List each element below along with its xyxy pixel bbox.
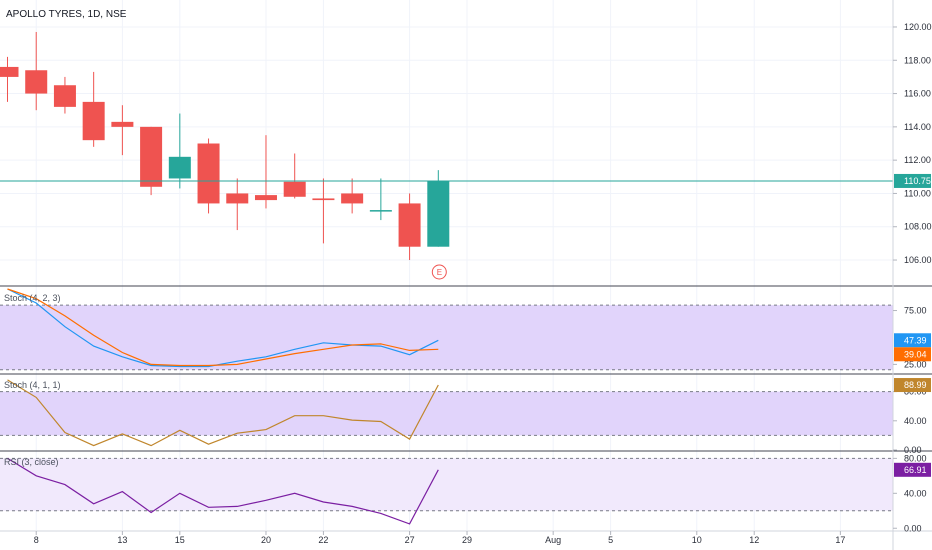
series-layer[interactable]: E — [0, 31, 893, 525]
x-tick-label: 22 — [318, 535, 328, 545]
x-tick-label: 12 — [749, 535, 759, 545]
candle-body-down[interactable] — [140, 126, 163, 187]
candle-body-down[interactable] — [53, 85, 76, 107]
x-tick-label: 13 — [117, 535, 127, 545]
indicator-band — [0, 391, 893, 436]
y-tick-label: 80.00 — [904, 453, 927, 463]
candle-body-down[interactable] — [398, 203, 421, 247]
indicator-line[interactable] — [7, 288, 439, 367]
candle-body-down[interactable] — [0, 66, 19, 77]
y-tick-label: 0.00 — [904, 445, 922, 455]
indicator-value-badge — [894, 378, 931, 393]
y-tick-label: 114.00 — [904, 122, 931, 132]
candle-body-down[interactable] — [341, 193, 364, 204]
candle-body-down[interactable] — [312, 198, 335, 201]
x-tick-label: 5 — [608, 535, 613, 545]
y-tick-label: 108.00 — [904, 222, 932, 232]
indicator-value-label: 88.99 — [904, 380, 927, 390]
earnings-marker-label: E — [437, 268, 442, 277]
x-tick-label: 17 — [835, 535, 845, 545]
y-tick-label: 106.00 — [904, 255, 932, 265]
y-tick-label: 120.00 — [904, 22, 932, 32]
y-tick-label: 40.00 — [904, 488, 927, 498]
candle-body-down[interactable] — [82, 101, 105, 141]
x-tick-label: Aug — [545, 535, 561, 545]
indicator-band — [0, 458, 893, 511]
indicator-value-badge — [894, 347, 931, 362]
x-tick-label: 15 — [175, 535, 185, 545]
x-tick-label: 10 — [692, 535, 702, 545]
x-tick-label: 20 — [261, 535, 271, 545]
band-layer — [0, 304, 893, 512]
y-tick-label: 116.00 — [904, 89, 931, 99]
x-tick-label: 27 — [405, 535, 415, 545]
label-layer: APOLLO TYRES, 1D, NSE Stoch (4, 2, 3) St… — [4, 9, 127, 467]
last-price-label: 110.75 — [904, 176, 931, 186]
indicator-value-badge — [894, 462, 931, 477]
indicator-value-badge — [894, 333, 931, 348]
indicator-line[interactable] — [7, 457, 439, 525]
candle-body-down[interactable] — [226, 193, 249, 204]
rsi-title: RSI (3, close) — [4, 457, 59, 467]
indicator-line[interactable] — [7, 288, 439, 368]
candle-body-up[interactable] — [427, 180, 450, 247]
y-tick-label: 25.00 — [904, 359, 927, 369]
y-tick-label: 110.00 — [904, 188, 931, 198]
y-tick-label: 112.00 — [904, 155, 931, 165]
last-price-badge — [894, 173, 931, 188]
earnings-marker[interactable] — [431, 264, 447, 280]
y-tick-label: 0.00 — [904, 523, 922, 533]
y-tick-label: 40.00 — [904, 416, 927, 426]
candle-body-down[interactable] — [197, 143, 220, 204]
candle-body-down[interactable] — [283, 181, 306, 197]
stoch-1-title: Stoch (4, 2, 3) — [4, 293, 61, 303]
candle-body-up[interactable] — [168, 156, 191, 179]
y-tick-label: 75.00 — [904, 306, 927, 316]
stoch-2-title: Stoch (4, 1, 1) — [4, 380, 61, 390]
candle-body-down[interactable] — [25, 70, 48, 94]
chart-title: APOLLO TYRES, 1D, NSE — [6, 9, 127, 20]
x-tick-label: 29 — [462, 535, 472, 545]
indicator-value-label: 39.04 — [904, 349, 927, 359]
indicator-band — [0, 305, 893, 370]
candle-body-down[interactable] — [111, 121, 134, 127]
candle-body-up[interactable] — [369, 210, 392, 212]
x-tick-label: 8 — [34, 535, 39, 545]
indicator-line[interactable] — [7, 379, 439, 447]
indicator-value-label: 47.39 — [904, 335, 927, 345]
candle-body-down[interactable] — [254, 195, 277, 201]
indicator-value-label: 66.91 — [904, 465, 927, 475]
y-tick-label: 118.00 — [904, 55, 931, 65]
